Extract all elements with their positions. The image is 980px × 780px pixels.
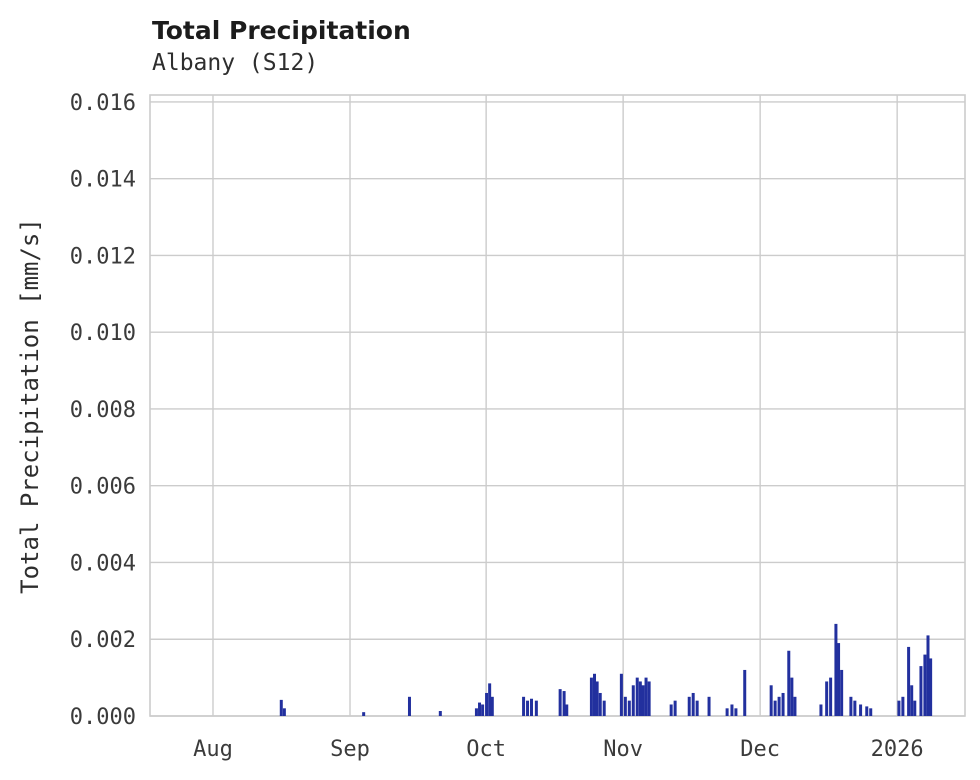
precip-bar	[526, 700, 530, 716]
precip-bar	[669, 704, 673, 716]
precip-bar	[589, 677, 593, 716]
precip-bar	[825, 681, 829, 716]
y-tick-label: 0.010	[70, 321, 136, 346]
precip-bar	[929, 658, 933, 716]
y-tick-label: 0.014	[70, 168, 136, 193]
precip-bar	[481, 704, 485, 716]
precip-bar	[687, 696, 691, 716]
precip-bar	[769, 685, 773, 716]
precip-bar	[641, 685, 645, 716]
precip-bar	[478, 702, 482, 716]
precip-bar	[488, 683, 492, 716]
x-tick-label: Oct	[466, 737, 506, 762]
precip-bar	[530, 698, 534, 716]
precip-bar	[558, 689, 562, 716]
precip-bar	[485, 692, 489, 716]
y-tick-label: 0.004	[70, 551, 136, 576]
precip-bar	[923, 654, 927, 716]
precip-bar	[593, 673, 597, 716]
x-tick-label: Aug	[193, 737, 233, 762]
precip-bar	[490, 696, 494, 716]
precip-bar	[623, 696, 627, 716]
precip-bar	[834, 623, 838, 716]
chart-title: Total Precipitation	[152, 16, 411, 45]
precip-bar	[869, 708, 873, 716]
precip-bar	[602, 700, 606, 716]
precip-bar	[859, 704, 863, 716]
precip-bar	[913, 700, 917, 716]
precip-bar	[773, 700, 777, 716]
precip-bar	[910, 685, 914, 716]
precip-bar	[407, 696, 411, 716]
y-tick-label: 0.006	[70, 475, 136, 500]
precip-bar	[644, 677, 648, 716]
precip-bar	[919, 666, 923, 716]
precip-bar	[522, 696, 526, 716]
y-tick-label: 0.008	[70, 398, 136, 423]
y-tick-label: 0.002	[70, 628, 136, 653]
precip-bar	[829, 677, 833, 716]
x-tick-label: Dec	[740, 737, 780, 762]
precip-bar	[631, 685, 635, 716]
x-tick-label: Sep	[330, 737, 370, 762]
precip-bar	[635, 677, 639, 716]
precip-bar	[853, 700, 857, 716]
precip-bar	[598, 692, 602, 716]
precip-bar	[595, 681, 599, 716]
precip-bar	[691, 692, 695, 716]
precip-bar	[907, 646, 911, 716]
precip-bar	[787, 650, 791, 716]
x-tick-label: Nov	[603, 737, 643, 762]
precip-bar	[790, 677, 794, 716]
precip-bar	[695, 700, 699, 716]
precip-bar	[627, 700, 631, 716]
precip-bar	[849, 696, 853, 716]
precip-bar	[777, 696, 781, 716]
precip-bar	[638, 681, 642, 716]
precip-bar	[673, 700, 677, 716]
y-tick-label: 0.016	[70, 91, 136, 116]
precip-bar	[725, 708, 729, 716]
precip-bar	[840, 669, 844, 716]
precip-bar	[897, 700, 901, 716]
precip-bar	[474, 708, 478, 716]
plot-border	[149, 94, 966, 717]
x-tick-label: 2026	[871, 737, 924, 762]
precip-bar	[647, 681, 651, 716]
precip-bar	[793, 696, 797, 716]
precip-bar	[362, 712, 366, 716]
chart-subtitle: Albany (S12)	[152, 50, 319, 76]
precip-bar	[534, 700, 538, 716]
precip-bar	[565, 704, 569, 716]
precip-bar	[734, 708, 738, 716]
precip-bar	[865, 706, 869, 716]
precip-bar	[619, 673, 623, 716]
precip-bar	[743, 669, 747, 716]
precip-bar	[438, 711, 442, 716]
precip-bar	[819, 704, 823, 716]
precip-bar	[707, 696, 711, 716]
precip-bar	[901, 696, 905, 716]
precip-bar	[926, 635, 930, 716]
precip-bar	[562, 691, 566, 716]
precip-bar	[279, 699, 283, 716]
precip-bar	[837, 643, 841, 716]
precip-bar	[730, 704, 734, 716]
precip-bar	[282, 708, 286, 716]
y-tick-label: 0.012	[70, 244, 136, 269]
precip-bar	[781, 692, 785, 716]
y-tick-label: 0.000	[70, 705, 136, 730]
